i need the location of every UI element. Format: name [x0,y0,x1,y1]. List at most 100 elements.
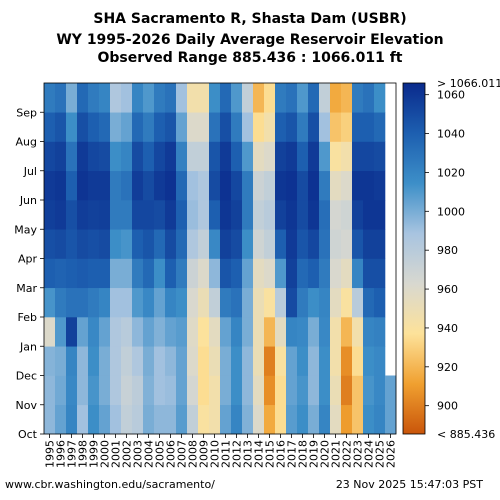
x-tick-label: 2023 [352,440,365,468]
heatmap-cell [154,375,166,406]
heatmap-cell [121,200,133,230]
heatmap-cell [176,346,188,376]
heatmap-cell [308,287,320,318]
heatmap-cell [187,346,199,376]
heatmap-cell [132,229,144,259]
heatmap-cell [154,141,166,172]
heatmap-cell [242,83,254,113]
heatmap-cell [44,229,56,259]
heatmap-cell [66,141,78,172]
heatmap-cell [66,258,78,289]
heatmap-cell [352,258,364,289]
heatmap-cell [176,258,188,289]
heatmap-cell [176,229,188,259]
heatmap-cell [319,170,331,201]
heatmap-cell [253,83,265,113]
heatmap-cell [297,375,309,406]
heatmap-cell [132,317,144,347]
heatmap-cell [121,229,133,259]
x-tick-label: 2009 [198,440,211,468]
y-tick-label: Jun [19,194,37,207]
heatmap-cell [374,112,386,142]
heatmap-cell [66,170,78,201]
heatmap-cell [363,112,375,142]
heatmap-cell [286,141,298,172]
colorbar-tick-label: 920 [437,361,458,374]
heatmap-cell [220,170,232,201]
heatmap-cell [176,141,188,172]
x-tick-label: 1997 [66,440,79,468]
y-tick-label: Dec [16,370,37,383]
x-tick-label: 2010 [209,440,222,468]
heatmap-cell [286,83,298,113]
heatmap-cell [66,200,78,230]
heatmap-cell [154,346,166,376]
y-tick-label: Mar [16,282,37,295]
colorbar-tick-label: 980 [437,244,458,257]
heatmap-cell [374,258,386,289]
heatmap-cell [88,229,100,259]
heatmap-cell [187,83,199,113]
heatmap-cell [341,200,353,230]
heatmap-cell [341,258,353,289]
heatmap-cell [275,170,287,201]
heatmap-cell [253,375,265,406]
heatmap-cell [110,200,122,230]
heatmap-cell [330,229,342,259]
heatmap-cell [297,287,309,318]
heatmap-cell [99,346,111,376]
heatmap-cell [55,258,67,289]
heatmap-cell [330,287,342,318]
x-tick-label: 2004 [143,440,156,468]
heatmap-cell [308,346,320,376]
heatmap-cell [88,287,100,318]
heatmap-cell [165,112,177,142]
x-tick-label: 2007 [176,440,189,468]
heatmap-cell [286,346,298,376]
source-url[interactable]: www.cbr.washington.edu/sacramento/ [5,478,215,491]
heatmap-cell [132,200,144,230]
heatmap-cell [66,112,78,142]
heatmap-cell [176,83,188,113]
x-tick-label: 2014 [253,440,266,468]
heatmap-cell [143,200,155,230]
heatmap-cell [77,229,89,259]
heatmap-cell [374,317,386,347]
heatmap-cell [275,375,287,406]
heatmap-cell [121,375,133,406]
heatmap-cell [187,141,199,172]
heatmap-cell [77,141,89,172]
heatmap-cell [231,258,243,289]
x-tick-label: 2022 [341,440,354,468]
y-tick-label: Jan [19,340,37,353]
heatmap-cell [143,287,155,318]
heatmap-cell [275,200,287,230]
heatmap-cell [55,375,67,406]
heatmap-cell [143,404,155,435]
heatmap-cell [363,346,375,376]
heatmap-cell [352,83,364,113]
heatmap-cell [143,141,155,172]
heatmap-cell [242,170,254,201]
heatmap-cell [341,83,353,113]
heatmap-cell [286,229,298,259]
x-tick-label: 2011 [220,440,233,468]
heatmap-cell [143,258,155,289]
heatmap-cell [363,258,375,289]
heatmap-cell [275,83,287,113]
heatmap-cell [253,287,265,318]
heatmap-cell [143,346,155,376]
heatmap-cell [176,375,188,406]
heatmap-cell [143,229,155,259]
heatmap-cell [341,170,353,201]
heatmap-cell [165,317,177,347]
heatmap-cell [253,258,265,289]
heatmap-cell [275,141,287,172]
colorbar-tick-label: 940 [437,322,458,335]
heatmap-cell [154,112,166,142]
heatmap-cell [374,83,386,113]
heatmap-cell [77,83,89,113]
heatmap-cell [165,346,177,376]
heatmap-cell [341,229,353,259]
